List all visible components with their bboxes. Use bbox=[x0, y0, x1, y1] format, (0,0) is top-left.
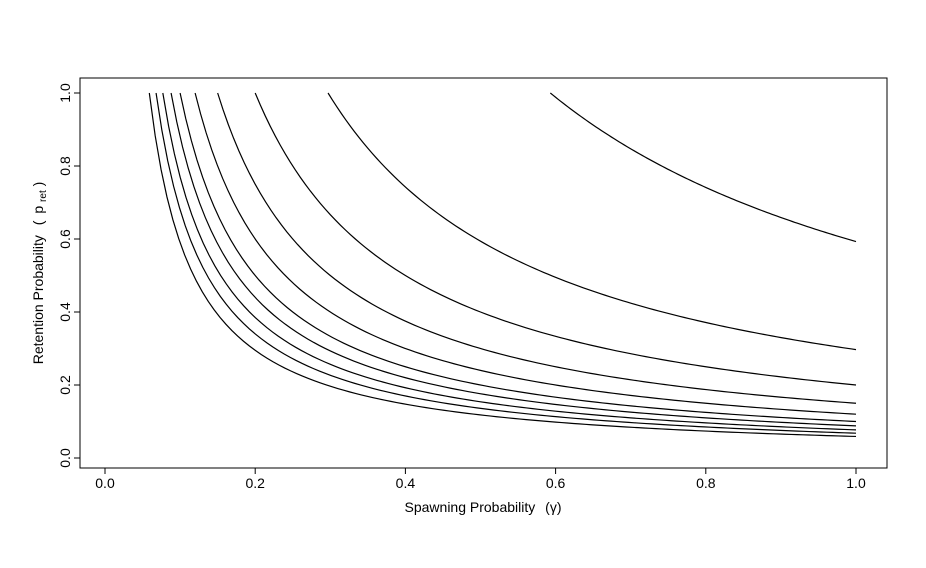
y-tick-label: 0.8 bbox=[57, 156, 73, 176]
series-line-8 bbox=[254, 92, 857, 386]
series-line-9 bbox=[327, 92, 857, 351]
series-line-2 bbox=[155, 92, 857, 434]
x-tick-label: 0.0 bbox=[95, 475, 115, 491]
y-tick-label: 0.6 bbox=[57, 229, 73, 249]
x-tick-label: 0.2 bbox=[245, 475, 265, 491]
series-line-10 bbox=[549, 92, 857, 243]
series-line-7 bbox=[217, 92, 857, 404]
y-tick-label: 0.2 bbox=[57, 375, 73, 395]
y-axis-title: Retention Probability ( p ret ) bbox=[30, 182, 49, 365]
y-axis-title-close-paren: ) bbox=[30, 182, 46, 187]
x-axis-title-text: Spawning Probability bbox=[405, 499, 536, 515]
curves-group bbox=[148, 92, 857, 438]
plot-frame bbox=[79, 77, 888, 469]
x-tick-label: 0.4 bbox=[396, 475, 416, 491]
y-axis: 0.0 0.2 0.4 0.6 0.8 1.0 bbox=[57, 83, 81, 468]
series-line-4 bbox=[170, 92, 857, 427]
x-tick-label: 1.0 bbox=[846, 475, 866, 491]
x-tick-label: 0.6 bbox=[546, 475, 566, 491]
x-tick-label: 0.8 bbox=[696, 475, 716, 491]
y-axis-title-open-paren: ( bbox=[30, 220, 46, 225]
y-tick-label: 0.0 bbox=[57, 448, 73, 468]
y-axis-title-text: Retention Probability bbox=[30, 235, 46, 364]
y-axis-title-symbol: p bbox=[30, 206, 46, 214]
series-line-1 bbox=[148, 92, 857, 438]
x-axis-title: Spawning Probability (γ) bbox=[405, 499, 562, 515]
series-line-5 bbox=[179, 92, 857, 423]
y-tick-label: 0.4 bbox=[57, 302, 73, 322]
x-axis-title-symbol: (γ) bbox=[545, 499, 561, 515]
x-axis: 0.0 0.2 0.4 0.6 0.8 1.0 bbox=[95, 467, 866, 491]
y-tick-label: 1.0 bbox=[57, 83, 73, 103]
y-axis-title-subscript: ret bbox=[38, 190, 49, 202]
series-line-6 bbox=[194, 92, 857, 415]
series-line-3 bbox=[162, 92, 857, 431]
